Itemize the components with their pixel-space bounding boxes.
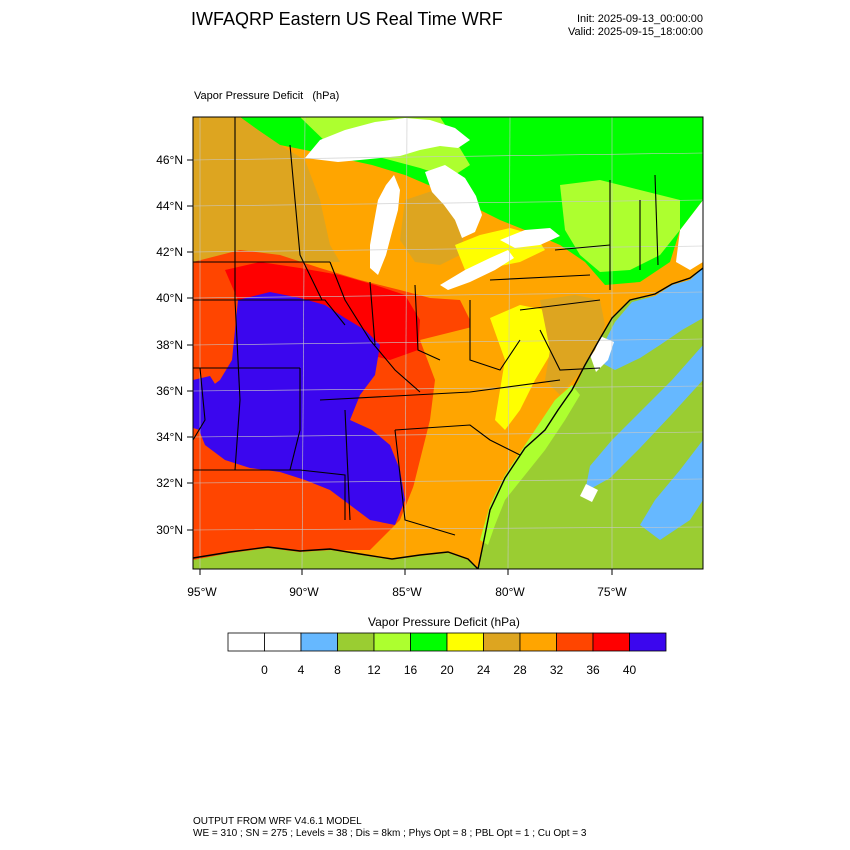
lat-label: 34°N [156,430,183,444]
colorbar-swatch [227,632,265,652]
ocean-no-data-ne [676,200,703,270]
ocean-low-vpd-south [640,440,703,540]
lon-label: 75°W [597,585,627,599]
lat-label: 30°N [156,523,183,537]
colorbar-swatch [337,632,375,652]
colorbar-swatch [592,632,630,652]
coastal-moist-strip [480,385,580,545]
lat-label: 44°N [156,199,183,213]
latitude-labels: 46°N 44°N 42°N 40°N 38°N 36°N 34°N 32°N … [156,153,183,537]
colorbar-swatch [556,632,594,652]
lat-label: 40°N [156,291,183,305]
axis-ticks [187,159,613,575]
west-plains-region [193,117,340,262]
colorbar-swatch [519,632,557,652]
colorbar-swatch [410,632,448,652]
colorbar-title: Vapor Pressure Deficit (hPa) [368,615,520,629]
lake-huron [425,165,482,238]
colorbar-tick-label: 0 [261,663,268,677]
colorbar: 0 4 8 12 16 20 24 28 32 36 40 [227,632,667,677]
plot-title: IWFAQRP Eastern US Real Time WRF [191,9,503,29]
colorbar-swatch [264,632,302,652]
colorbar-swatch [629,632,667,652]
graticule [193,117,703,569]
lat-label: 36°N [156,384,183,398]
valid-time: Valid: 2025-09-15_18:00:00 [568,26,703,38]
ocean-no-data-sc [580,484,598,502]
colorbar-swatch [300,632,338,652]
lon-label: 80°W [495,585,525,599]
lat-label: 46°N [156,153,183,167]
northeast-moist-region [560,180,680,272]
lake-ontario [500,228,560,248]
lat-label: 42°N [156,245,183,259]
model-config: WE = 310 ; SN = 275 ; Levels = 38 ; Dis … [193,828,587,839]
state-boundaries [193,117,659,536]
colorbar-tick-label: 20 [440,663,454,677]
lake-superior [305,118,470,162]
ocean-low-vpd-region [600,268,703,370]
lon-label: 85°W [392,585,422,599]
gulf-of-mexico [193,548,478,569]
colorbar-tick-label: 16 [404,663,418,677]
colorbar-swatch [373,632,411,652]
appalachian-moist-band [490,305,560,430]
colorbar-tick-label: 12 [367,663,381,677]
lon-label: 95°W [187,585,217,599]
lake-erie [440,250,514,290]
forecast-times: Init: 2025-09-13_00:00:00 Valid: 2025-09… [568,13,703,39]
colorbar-swatch [446,632,484,652]
colorbar-tick-label: 8 [334,663,341,677]
colorbar-swatch [483,632,521,652]
init-time: Init: 2025-09-13_00:00:00 [577,13,703,25]
map-frame [192,116,704,570]
colorbar-tick-label: 40 [623,663,637,677]
longitude-labels: 95°W 90°W 85°W 80°W 75°W [187,585,627,599]
lat-label: 38°N [156,338,183,352]
colorbar-tick-label: 36 [586,663,600,677]
colorbar-tick-label: 32 [550,663,564,677]
colorbar-tick-label: 24 [477,663,491,677]
model-info: OUTPUT FROM WRF V4.6.1 MODEL WE = 310 ; … [193,816,586,840]
colorbar-tick-label: 4 [298,663,305,677]
lat-label: 32°N [156,476,183,490]
ocean-low-vpd-band [585,345,703,492]
map-field [193,117,703,569]
lon-label: 90°W [289,585,319,599]
coastlines [193,267,703,569]
colorbar-tick-label: 28 [513,663,527,677]
model-version: OUTPUT FROM WRF V4.6.1 MODEL [193,816,362,827]
map-field-label: Vapor Pressure Deficit (hPa) [194,90,340,102]
mid-atlantic-region [540,295,605,395]
